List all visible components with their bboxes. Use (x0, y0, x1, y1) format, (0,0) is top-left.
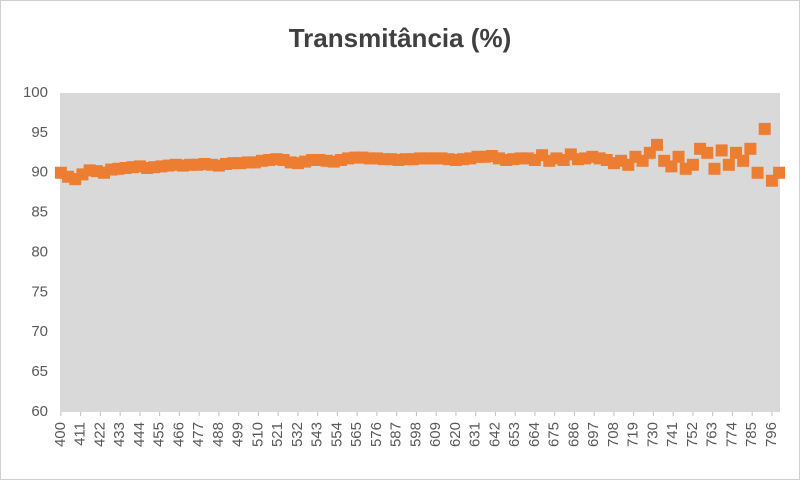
x-tick-label: 631 (467, 422, 484, 447)
x-tick-label: 444 (131, 422, 148, 447)
x-tick-label: 719 (625, 422, 642, 447)
y-tick-label: 85 (31, 204, 48, 221)
x-tick-label: 488 (210, 422, 227, 447)
x-tick-label: 730 (644, 422, 661, 447)
x-tick-label: 653 (506, 422, 523, 447)
x-tick-label: 763 (704, 422, 721, 447)
y-tick-label: 70 (31, 323, 48, 340)
x-tick-label: 521 (269, 422, 286, 447)
marker (773, 166, 786, 179)
x-tick-label: 620 (447, 422, 464, 447)
marker (737, 154, 750, 167)
x-tick-label: 576 (368, 422, 385, 447)
chart-title: Transmitância (%) (289, 23, 512, 53)
marker (54, 166, 67, 179)
marker (758, 122, 771, 135)
y-tick-label: 60 (31, 403, 48, 420)
marker (651, 138, 664, 151)
x-tick-label: 411 (72, 422, 89, 446)
marker (701, 146, 714, 159)
x-tick-label: 422 (91, 422, 108, 447)
x-tick-label: 752 (684, 422, 701, 447)
marker (722, 158, 735, 171)
x-tick-label: 796 (763, 422, 780, 447)
x-tick-label: 532 (289, 422, 306, 447)
marker (255, 154, 268, 167)
x-tick-label: 565 (348, 422, 365, 447)
x-tick-label: 609 (427, 422, 444, 447)
x-tick-label: 554 (328, 422, 345, 447)
x-tick-label: 598 (407, 422, 424, 447)
x-tick-label: 664 (526, 422, 543, 447)
plot-area (60, 93, 780, 412)
x-tick-label: 686 (565, 422, 582, 447)
y-tick-label: 95 (31, 124, 48, 141)
x-tick-label: 400 (52, 422, 69, 447)
y-tick-label: 100 (23, 84, 48, 101)
x-tick-label: 675 (546, 422, 563, 447)
y-tick-label: 80 (31, 243, 48, 260)
marker (751, 166, 764, 179)
x-tick-label: 477 (190, 422, 207, 447)
marker (715, 144, 728, 157)
x-tick-label: 587 (388, 422, 405, 447)
y-tick-label: 75 (31, 283, 48, 300)
x-tick-label: 708 (605, 422, 622, 447)
x-tick-label: 741 (664, 422, 681, 447)
x-tick-label: 510 (249, 422, 266, 447)
x-tick-label: 433 (111, 422, 128, 447)
marker (665, 160, 678, 173)
marker (672, 150, 685, 163)
y-tick-label: 90 (31, 164, 48, 181)
x-tick-label: 774 (723, 422, 740, 447)
x-tick-label: 455 (151, 422, 168, 447)
x-tick-label: 499 (230, 422, 247, 447)
x-tick-label: 466 (170, 422, 187, 447)
y-tick-label: 65 (31, 363, 48, 380)
marker (744, 142, 757, 155)
x-tick-label: 543 (309, 422, 326, 447)
x-tick-label: 785 (743, 422, 760, 447)
x-tick-label: 697 (585, 422, 602, 447)
marker (708, 162, 721, 175)
marker (686, 158, 699, 171)
x-tick-label: 642 (486, 422, 503, 447)
